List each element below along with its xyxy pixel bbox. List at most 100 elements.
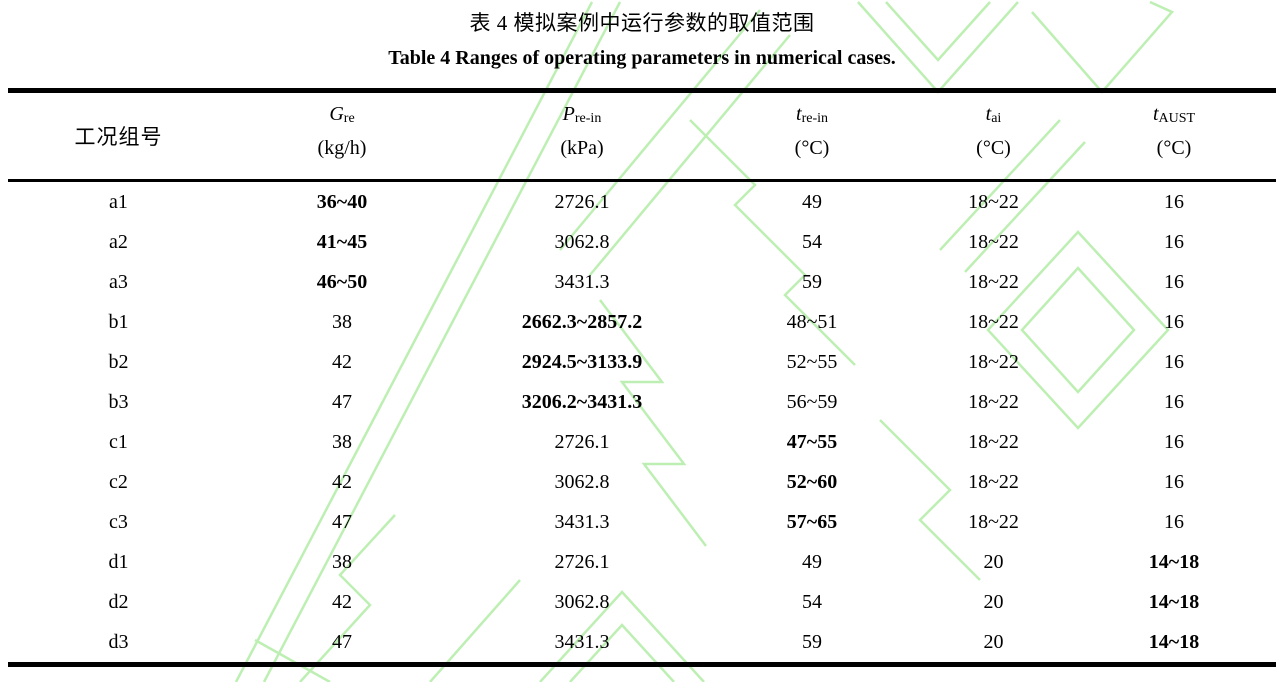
table-cell: 20	[983, 550, 1004, 573]
table-cell: 3062.8	[554, 230, 610, 253]
row-label: a3	[109, 270, 128, 293]
table-cell: 38	[332, 550, 352, 573]
symbol-gre: G	[329, 102, 344, 125]
table-cell: 46~50	[316, 270, 368, 293]
table-cell: 18~22	[968, 510, 1019, 533]
symbol-prein-subscript: re-in	[574, 111, 602, 126]
table-body: a1 36~40 2726.1 49 18~22 16 a2 41~45 3062.8 54 18~…	[8, 181, 1276, 665]
table-cell: 16	[1164, 270, 1184, 293]
table-cell: 20	[983, 590, 1004, 613]
table-cell: 2726.1	[554, 430, 610, 453]
table-cell: 16	[1164, 310, 1184, 333]
column-header-taust: t AUST (°C)	[1072, 90, 1276, 182]
table-cell: 16	[1164, 230, 1184, 253]
symbol-prein: P	[562, 102, 575, 125]
table-cell: 47~55	[786, 430, 838, 453]
table-cell: 2662.3~2857.2	[521, 310, 643, 333]
table-cell: 3062.8	[554, 470, 610, 493]
table-cell: 56~59	[786, 390, 838, 413]
row-label: b2	[108, 350, 129, 373]
table-cell: 42	[332, 350, 352, 373]
table-cell: 16	[1164, 350, 1184, 373]
table-cell: 38	[332, 310, 352, 333]
symbol-gre-subscript: re	[343, 111, 355, 126]
table-cell: 49	[802, 190, 822, 213]
column-header-trein: t re-in (°C)	[709, 90, 915, 182]
table-cell: 47	[332, 390, 352, 413]
table-cell: 18~22	[968, 390, 1019, 413]
table-row: a1 36~40 2726.1 49 18~22 16	[8, 181, 1276, 223]
table-cell: 52~55	[786, 350, 838, 373]
table-cell: 18~22	[968, 230, 1019, 253]
table-row: c3 47 3431.3 57~65 18~22 16	[8, 502, 1276, 542]
table-cell: 18~22	[968, 310, 1019, 333]
table-cell: 14~18	[1148, 630, 1200, 653]
table-cell: 16	[1164, 190, 1184, 213]
table-cell: 36~40	[316, 190, 368, 213]
table-cell: 57~65	[786, 510, 838, 533]
row-label: b3	[108, 390, 129, 413]
table-cell: 42	[332, 470, 352, 493]
table-cell: 18~22	[968, 430, 1019, 453]
case-group-label: 工况组号	[74, 125, 163, 149]
table-cell: 3206.2~3431.3	[521, 390, 643, 413]
table-row: d1 38 2726.1 49 20 14~18	[8, 542, 1276, 582]
table-cell: 3431.3	[554, 630, 610, 653]
table-row: d2 42 3062.8 54 20 14~18	[8, 582, 1276, 622]
table-cell: 47	[332, 630, 352, 653]
table-cell: 49	[802, 550, 822, 573]
table-cell: 47	[332, 510, 352, 533]
table-cell: 16	[1164, 510, 1184, 533]
table-cell: 2726.1	[554, 190, 610, 213]
table-cell: 48~51	[786, 310, 838, 333]
table-cell: 2726.1	[554, 550, 610, 573]
table-caption-zh: 表 4 模拟案例中运行参数的取值范围	[469, 11, 815, 35]
row-label: d2	[108, 590, 129, 613]
table-row: b3 47 3206.2~3431.3 56~59 18~22 16	[8, 382, 1276, 422]
table-cell: 16	[1164, 430, 1184, 453]
table-cell: 59	[802, 270, 822, 293]
row-label: b1	[108, 310, 129, 333]
table-cell: 14~18	[1148, 590, 1200, 613]
table-row: b2 42 2924.5~3133.9 52~55 18~22 16	[8, 342, 1276, 382]
table-row: c1 38 2726.1 47~55 18~22 16	[8, 422, 1276, 462]
table-caption-en: Table 4 Ranges of operating parameters i…	[388, 47, 896, 69]
symbol-trein: t	[796, 102, 802, 125]
row-label: a2	[109, 230, 128, 253]
table-cell: 59	[802, 630, 822, 653]
table-cell: 38	[332, 430, 352, 453]
table-cell: 54	[802, 590, 822, 613]
unit-prein: (kPa)	[560, 137, 604, 159]
row-label: a1	[109, 190, 128, 213]
table-row: b1 38 2662.3~2857.2 48~51 18~22 16	[8, 302, 1276, 342]
column-header-tai: t ai (°C)	[915, 90, 1072, 182]
table-cell: 18~22	[968, 190, 1019, 213]
table-cell: 54	[802, 230, 822, 253]
unit-gre: (kg/h)	[317, 137, 367, 159]
unit-tai: (°C)	[976, 137, 1011, 159]
table-cell: 18~22	[968, 470, 1019, 493]
table-cell: 3431.3	[554, 510, 610, 533]
table-cell: 42	[332, 590, 352, 613]
table-cell: 18~22	[968, 270, 1019, 293]
table-row: d3 47 3431.3 59 20 14~18	[8, 622, 1276, 665]
symbol-trein-subscript: re-in	[801, 111, 828, 126]
table-row: a3 46~50 3431.3 59 18~22 16	[8, 262, 1276, 302]
table-row: a2 41~45 3062.8 54 18~22 16	[8, 222, 1276, 262]
symbol-taust: t	[1152, 102, 1159, 125]
table-cell: 14~18	[1148, 550, 1200, 573]
table-cell: 16	[1164, 390, 1184, 413]
unit-trein: (°C)	[794, 137, 830, 159]
row-label: c1	[109, 430, 128, 453]
unit-taust: (°C)	[1156, 137, 1192, 159]
symbol-tai-subscript: ai	[991, 111, 1002, 126]
table-cell: 41~45	[316, 230, 368, 253]
table-cell: 3431.3	[554, 270, 610, 293]
row-label: d1	[108, 550, 129, 573]
table-cell: 20	[983, 630, 1004, 653]
row-label: d3	[108, 630, 129, 653]
